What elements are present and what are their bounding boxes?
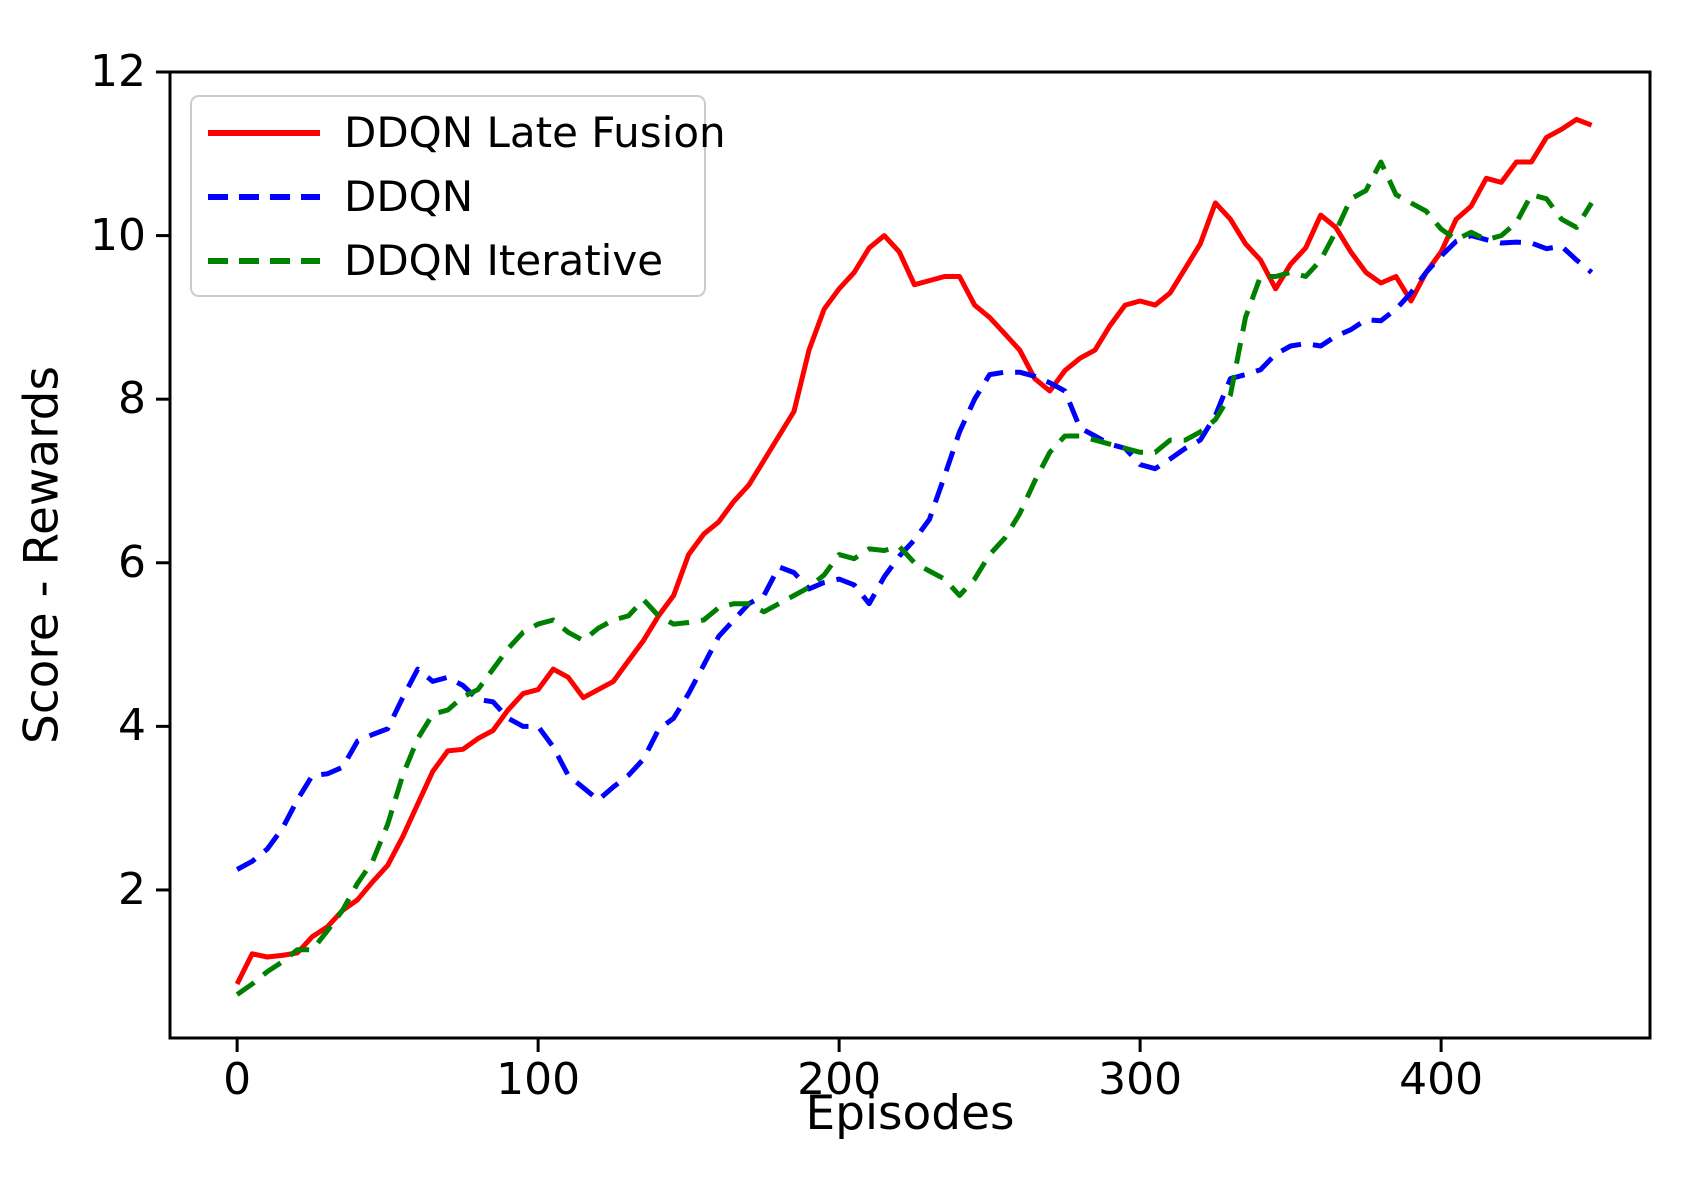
y-tick-label: 10	[90, 209, 146, 261]
legend-line-ddqn-iterative	[208, 258, 320, 264]
series-line-ddqn-late-fusion	[234, 116, 1593, 986]
legend-line-ddqn-late-fusion	[208, 130, 320, 136]
axis-tick-marks	[156, 70, 1443, 1052]
x-tick-label: 200	[797, 1054, 882, 1105]
series-line-ddqn	[235, 233, 1594, 872]
y-tick-label: 12	[90, 46, 146, 97]
y-tick-label: 4	[118, 700, 146, 752]
legend-line-ddqn	[208, 194, 320, 200]
legend-label-ddqn: DDQN	[344, 172, 474, 221]
legend-label-ddqn-iterative: DDQN Iterative	[344, 236, 664, 285]
legend-label-ddqn-late-fusion: DDQN Late Fusion	[344, 108, 726, 157]
x-axis-title: Episodes	[805, 1086, 1015, 1141]
series-line-ddqn-iterative	[235, 159, 1594, 997]
x-tick-label: 300	[1098, 1054, 1183, 1105]
x-tick-label: 100	[496, 1054, 581, 1105]
legend-box: DDQN Late Fusion DDQN DDQN Iterative	[190, 95, 726, 297]
plot-frame	[168, 70, 1652, 1040]
y-axis-title: Score - Rewards	[14, 366, 70, 744]
series-lines	[234, 116, 1594, 997]
y-tick-label: 6	[118, 536, 146, 588]
x-tick-label: 0	[223, 1054, 252, 1105]
y-tick-label: 2	[118, 863, 146, 915]
x-tick-label: 400	[1399, 1054, 1484, 1105]
y-tick-label: 8	[118, 373, 146, 425]
